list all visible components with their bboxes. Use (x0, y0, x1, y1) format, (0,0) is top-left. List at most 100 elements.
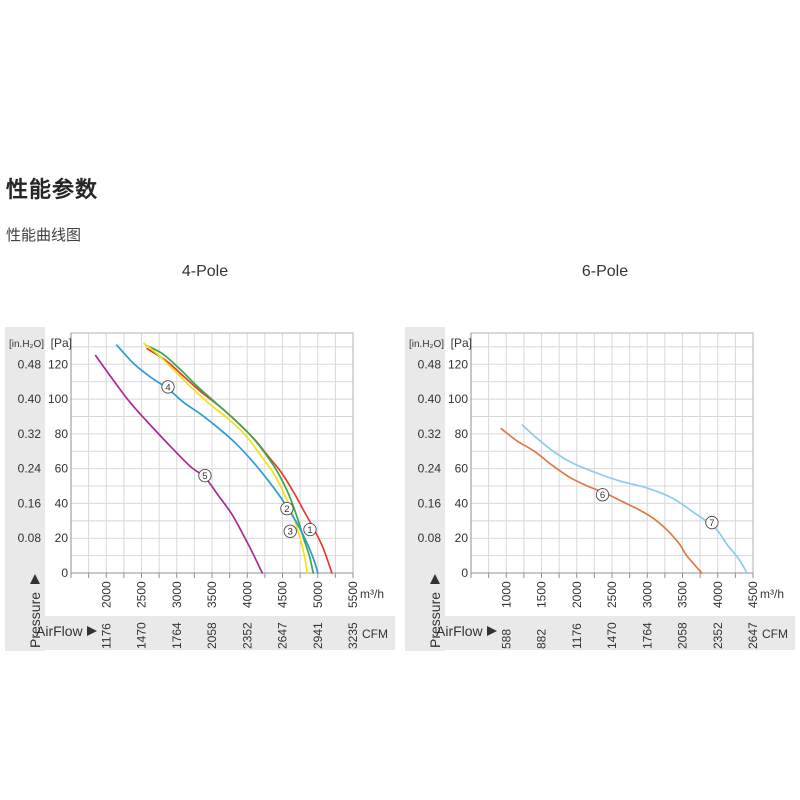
inh2o-tick-label: 0.24 (418, 462, 442, 476)
m3h-tick-label: 2000 (99, 581, 113, 608)
curve-number-text: 4 (165, 382, 170, 393)
x-unit-m3h: m³/h (760, 587, 784, 601)
pa-tick-label: 0 (61, 566, 68, 580)
page-subtitle: 性能曲线图 (6, 227, 82, 244)
x-unit-cfm: CFM (762, 627, 788, 641)
curve-number-circle (303, 522, 317, 537)
curve-number-text: 5 (202, 471, 207, 482)
m3h-tick-label: 4000 (711, 581, 725, 608)
y-unit-pa: [Pa] (451, 336, 472, 350)
chart-title-4pole: 4-Pole (181, 263, 229, 280)
curve-number-circle (161, 380, 175, 394)
m3h-tick-label: 3000 (640, 581, 654, 608)
curve-number-circle (705, 515, 719, 530)
performance-curve-canvas-4pole: [in.H₂O] [Pa]1200.481000.40800.32600.2440… (5, 327, 395, 651)
curve-number-circle (595, 488, 610, 502)
m3h-tick-label: 1500 (535, 581, 549, 608)
airflow-arrow-icon (487, 626, 497, 636)
cfm-tick-label: 1176 (570, 623, 584, 649)
performance-curve-canvas-6pole: [in.H₂O] [Pa]1200.481000.40800.32600.2440… (405, 327, 795, 651)
m3h-tick-label: 2000 (570, 581, 584, 608)
curve-marker-4: 4 (161, 380, 175, 394)
m3h-tick-label: 5500 (346, 581, 360, 608)
cfm-tick-label: 1176 (99, 623, 113, 649)
curve-number-text: 2 (284, 504, 289, 515)
inh2o-tick-label: 0.16 (18, 496, 42, 510)
pressure-arrow-icon (30, 574, 40, 584)
curve-5 (94, 354, 264, 574)
curve-marker-5: 5 (198, 468, 212, 483)
airflow-scale-band (405, 616, 795, 650)
x-axis-ticks (470, 573, 754, 578)
m3h-tick-label: 1000 (499, 581, 513, 608)
pa-tick-label: 120 (48, 357, 68, 371)
pa-tick-label: 80 (55, 427, 69, 441)
pa-tick-label: 20 (55, 531, 69, 545)
inh2o-tick-label: 0.32 (418, 427, 442, 441)
cfm-tick-label: 1470 (605, 622, 619, 649)
curve-number-text: 7 (709, 518, 714, 529)
pa-tick-label: 120 (448, 357, 468, 371)
x-unit-cfm: CFM (362, 627, 388, 641)
airflow-arrow-icon (87, 626, 97, 636)
grid-lines (71, 333, 353, 573)
grid-lines (471, 333, 753, 573)
curve-marker-1: 1 (303, 522, 317, 537)
cfm-tick-label: 2647 (276, 622, 290, 649)
pa-tick-label: 40 (55, 496, 69, 510)
m3h-tick-label: 2500 (605, 581, 619, 608)
curve-6 (500, 427, 703, 574)
m3h-tick-label: 3000 (170, 581, 184, 608)
inh2o-tick-label: 0.08 (18, 531, 42, 545)
pa-tick-label: 0 (461, 566, 468, 580)
y-unit-pa: [Pa] (51, 336, 72, 350)
m3h-tick-label: 3500 (205, 581, 219, 608)
m3h-tick-label: 3500 (676, 581, 690, 608)
curve-number-circle (280, 502, 294, 516)
curve-marker-3: 3 (283, 524, 297, 538)
pa-tick-label: 40 (455, 496, 469, 510)
curve-marker-7: 7 (705, 515, 719, 530)
cfm-tick-label: 1764 (640, 622, 654, 649)
pa-tick-label: 100 (48, 392, 68, 406)
cfm-tick-label: 1764 (170, 622, 184, 649)
x-axis-ticks (70, 573, 354, 578)
m3h-tick-label: 4000 (240, 581, 254, 608)
pressure-arrow-icon (430, 574, 440, 584)
m3h-tick-label: 4500 (746, 581, 760, 608)
curve-number-circle (283, 524, 297, 538)
inh2o-tick-label: 0.24 (18, 462, 42, 476)
curve-marker-6: 6 (595, 488, 610, 502)
chart-6pole: 6-Pole [in.H₂O] [Pa] 120 0.48 100 0.40 80 0.32 6… (400, 263, 800, 660)
pa-tick-label: 100 (448, 392, 468, 406)
curve-number-circle (198, 468, 212, 483)
inh2o-tick-label: 0.32 (18, 427, 42, 441)
cfm-tick-label: 2941 (311, 622, 325, 649)
pa-tick-label: 20 (455, 531, 469, 545)
cfm-tick-label: 2352 (711, 622, 725, 649)
inh2o-tick-label: 0.16 (418, 496, 442, 510)
curve-number-text: 3 (288, 527, 293, 538)
curve-marker-2: 2 (280, 502, 294, 516)
curve-4 (115, 344, 319, 574)
inh2o-tick-label: 0.48 (18, 357, 42, 371)
cfm-tick-label: 2352 (240, 622, 254, 649)
airflow-axis-label: AirFlow (36, 623, 84, 639)
inh2o-tick-label: 0.08 (418, 531, 442, 545)
inh2o-tick-label: 0.40 (18, 392, 42, 406)
cfm-tick-label: 2647 (746, 622, 760, 649)
cfm-tick-label: 882 (535, 629, 549, 649)
inh2o-tick-label: 0.48 (418, 357, 442, 371)
pa-tick-label: 80 (455, 427, 469, 441)
curve-3 (143, 342, 309, 574)
page-title: 性能参数 (6, 177, 99, 202)
cfm-tick-label: 588 (499, 629, 513, 649)
cfm-tick-label: 2058 (205, 622, 219, 649)
pressure-scale-band (5, 327, 45, 651)
m3h-tick-label: 2500 (135, 581, 149, 608)
chart-4pole: 4-Pole [in.H₂O] [Pa] 120 0.48 100 0.40 80 0.32 6… (0, 263, 400, 660)
m3h-tick-label: 5000 (311, 581, 325, 608)
m3h-tick-label: 4500 (276, 581, 290, 608)
curve-number-text: 1 (307, 525, 312, 536)
curve-number-text: 6 (600, 490, 605, 501)
